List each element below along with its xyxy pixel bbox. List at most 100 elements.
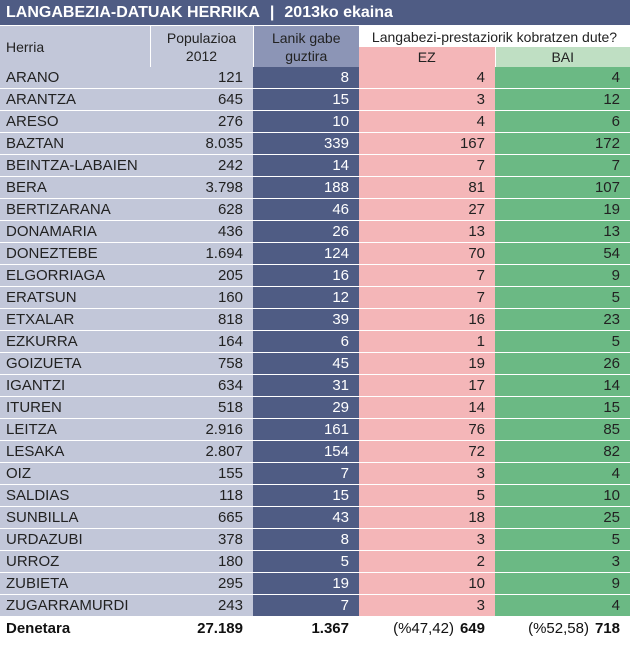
cell-bai: 7 <box>495 154 630 177</box>
cell-ez: 4 <box>359 67 495 89</box>
title-date: 2013ko ekaina <box>284 4 393 21</box>
table-row: EZKURRA 164 6 1 5 <box>0 330 630 353</box>
cell-pop: 645 <box>150 88 253 111</box>
cell-pop: 634 <box>150 374 253 397</box>
cell-name: ETXALAR <box>0 308 150 331</box>
cell-ez: 167 <box>359 132 495 155</box>
cell-bai: 4 <box>495 462 630 485</box>
total-row: Denetara 27.189 1.367 (%47,42) 649 (%52,5… <box>0 616 630 639</box>
cell-ez: 3 <box>359 88 495 111</box>
cell-lanik: 15 <box>253 88 359 111</box>
title-main: LANGABEZIA-DATUAK HERRIKA <box>6 4 260 21</box>
table-row: ERATSUN 160 12 7 5 <box>0 286 630 309</box>
cell-name: OIZ <box>0 462 150 485</box>
cell-name: BERA <box>0 176 150 199</box>
cell-pop: 295 <box>150 572 253 595</box>
cell-name: ZUBIETA <box>0 572 150 595</box>
cell-name: ZUGARRAMURDI <box>0 594 150 617</box>
cell-pop: 155 <box>150 462 253 485</box>
cell-bai: 3 <box>495 550 630 573</box>
total-bai-cell: (%52,58) 718 <box>495 616 630 639</box>
total-pop: 27.189 <box>150 616 253 639</box>
header-populazioa: Populazioa 2012 <box>149 26 253 67</box>
cell-pop: 665 <box>150 506 253 529</box>
cell-lanik: 161 <box>253 418 359 441</box>
cell-name: LESAKA <box>0 440 150 463</box>
cell-pop: 1.694 <box>150 242 253 265</box>
cell-name: ARANO <box>0 67 150 89</box>
cell-ez: 17 <box>359 374 495 397</box>
cell-pop: 164 <box>150 330 253 353</box>
cell-name: BAZTAN <box>0 132 150 155</box>
header-ez: EZ <box>359 47 495 67</box>
cell-ez: 13 <box>359 220 495 243</box>
cell-lanik: 29 <box>253 396 359 419</box>
total-label: Denetara <box>0 616 150 639</box>
table-row: ZUBIETA 295 19 10 9 <box>0 572 630 595</box>
cell-name: SUNBILLA <box>0 506 150 529</box>
cell-name: DONEZTEBE <box>0 242 150 265</box>
cell-name: EZKURRA <box>0 330 150 353</box>
table-row: ITUREN 518 29 14 15 <box>0 396 630 419</box>
total-lanik: 1.367 <box>253 616 359 639</box>
cell-bai: 6 <box>495 110 630 133</box>
total-ez: 649 <box>459 619 485 637</box>
cell-lanik: 5 <box>253 550 359 573</box>
cell-lanik: 31 <box>253 374 359 397</box>
cell-pop: 180 <box>150 550 253 573</box>
cell-name: GOIZUETA <box>0 352 150 375</box>
cell-name: ERATSUN <box>0 286 150 309</box>
cell-lanik: 10 <box>253 110 359 133</box>
cell-lanik: 16 <box>253 264 359 287</box>
cell-pop: 2.916 <box>150 418 253 441</box>
cell-ez: 7 <box>359 264 495 287</box>
cell-ez: 1 <box>359 330 495 353</box>
cell-ez: 3 <box>359 462 495 485</box>
cell-bai: 25 <box>495 506 630 529</box>
table-row: BAZTAN 8.035 339 167 172 <box>0 132 630 155</box>
cell-lanik: 8 <box>253 67 359 89</box>
cell-bai: 23 <box>495 308 630 331</box>
cell-pop: 8.035 <box>150 132 253 155</box>
cell-name: SALDIAS <box>0 484 150 507</box>
table-row: LEITZA 2.916 161 76 85 <box>0 418 630 441</box>
cell-bai: 15 <box>495 396 630 419</box>
unemployment-table: Herria Populazioa 2012 Lanik gabe guztir… <box>0 26 630 639</box>
cell-lanik: 188 <box>253 176 359 199</box>
table-row: DONAMARIA 436 26 13 13 <box>0 220 630 243</box>
cell-lanik: 26 <box>253 220 359 243</box>
cell-pop: 160 <box>150 286 253 309</box>
cell-pop: 242 <box>150 154 253 177</box>
total-bai: 718 <box>594 619 620 637</box>
cell-lanik: 8 <box>253 528 359 551</box>
cell-name: URDAZUBI <box>0 528 150 551</box>
cell-bai: 9 <box>495 572 630 595</box>
cell-lanik: 19 <box>253 572 359 595</box>
cell-ez: 14 <box>359 396 495 419</box>
cell-lanik: 46 <box>253 198 359 221</box>
cell-lanik: 12 <box>253 286 359 309</box>
table-row: ETXALAR 818 39 16 23 <box>0 308 630 331</box>
cell-ez: 2 <box>359 550 495 573</box>
cell-ez: 7 <box>359 154 495 177</box>
cell-ez: 16 <box>359 308 495 331</box>
header-herria: Herria <box>0 26 150 67</box>
cell-pop: 628 <box>150 198 253 221</box>
cell-bai: 12 <box>495 88 630 111</box>
cell-name: BEINTZA-LABAIEN <box>0 154 150 177</box>
header-lanik-line2: guztira <box>285 47 328 64</box>
cell-bai: 26 <box>495 352 630 375</box>
table-row: URDAZUBI 378 8 3 5 <box>0 528 630 551</box>
table-row: SALDIAS 118 15 5 10 <box>0 484 630 507</box>
cell-name: ARESO <box>0 110 150 133</box>
cell-ez: 18 <box>359 506 495 529</box>
cell-pop: 243 <box>150 594 253 617</box>
table-title: LANGABEZIA-DATUAK HERRIKA | 2013ko ekaina <box>0 0 630 25</box>
cell-ez: 10 <box>359 572 495 595</box>
cell-ez: 3 <box>359 528 495 551</box>
cell-bai: 5 <box>495 286 630 309</box>
cell-lanik: 339 <box>253 132 359 155</box>
cell-bai: 4 <box>495 594 630 617</box>
cell-bai: 107 <box>495 176 630 199</box>
header-group: Langabezi-prestaziorik kobratzen dute? <box>359 26 630 47</box>
